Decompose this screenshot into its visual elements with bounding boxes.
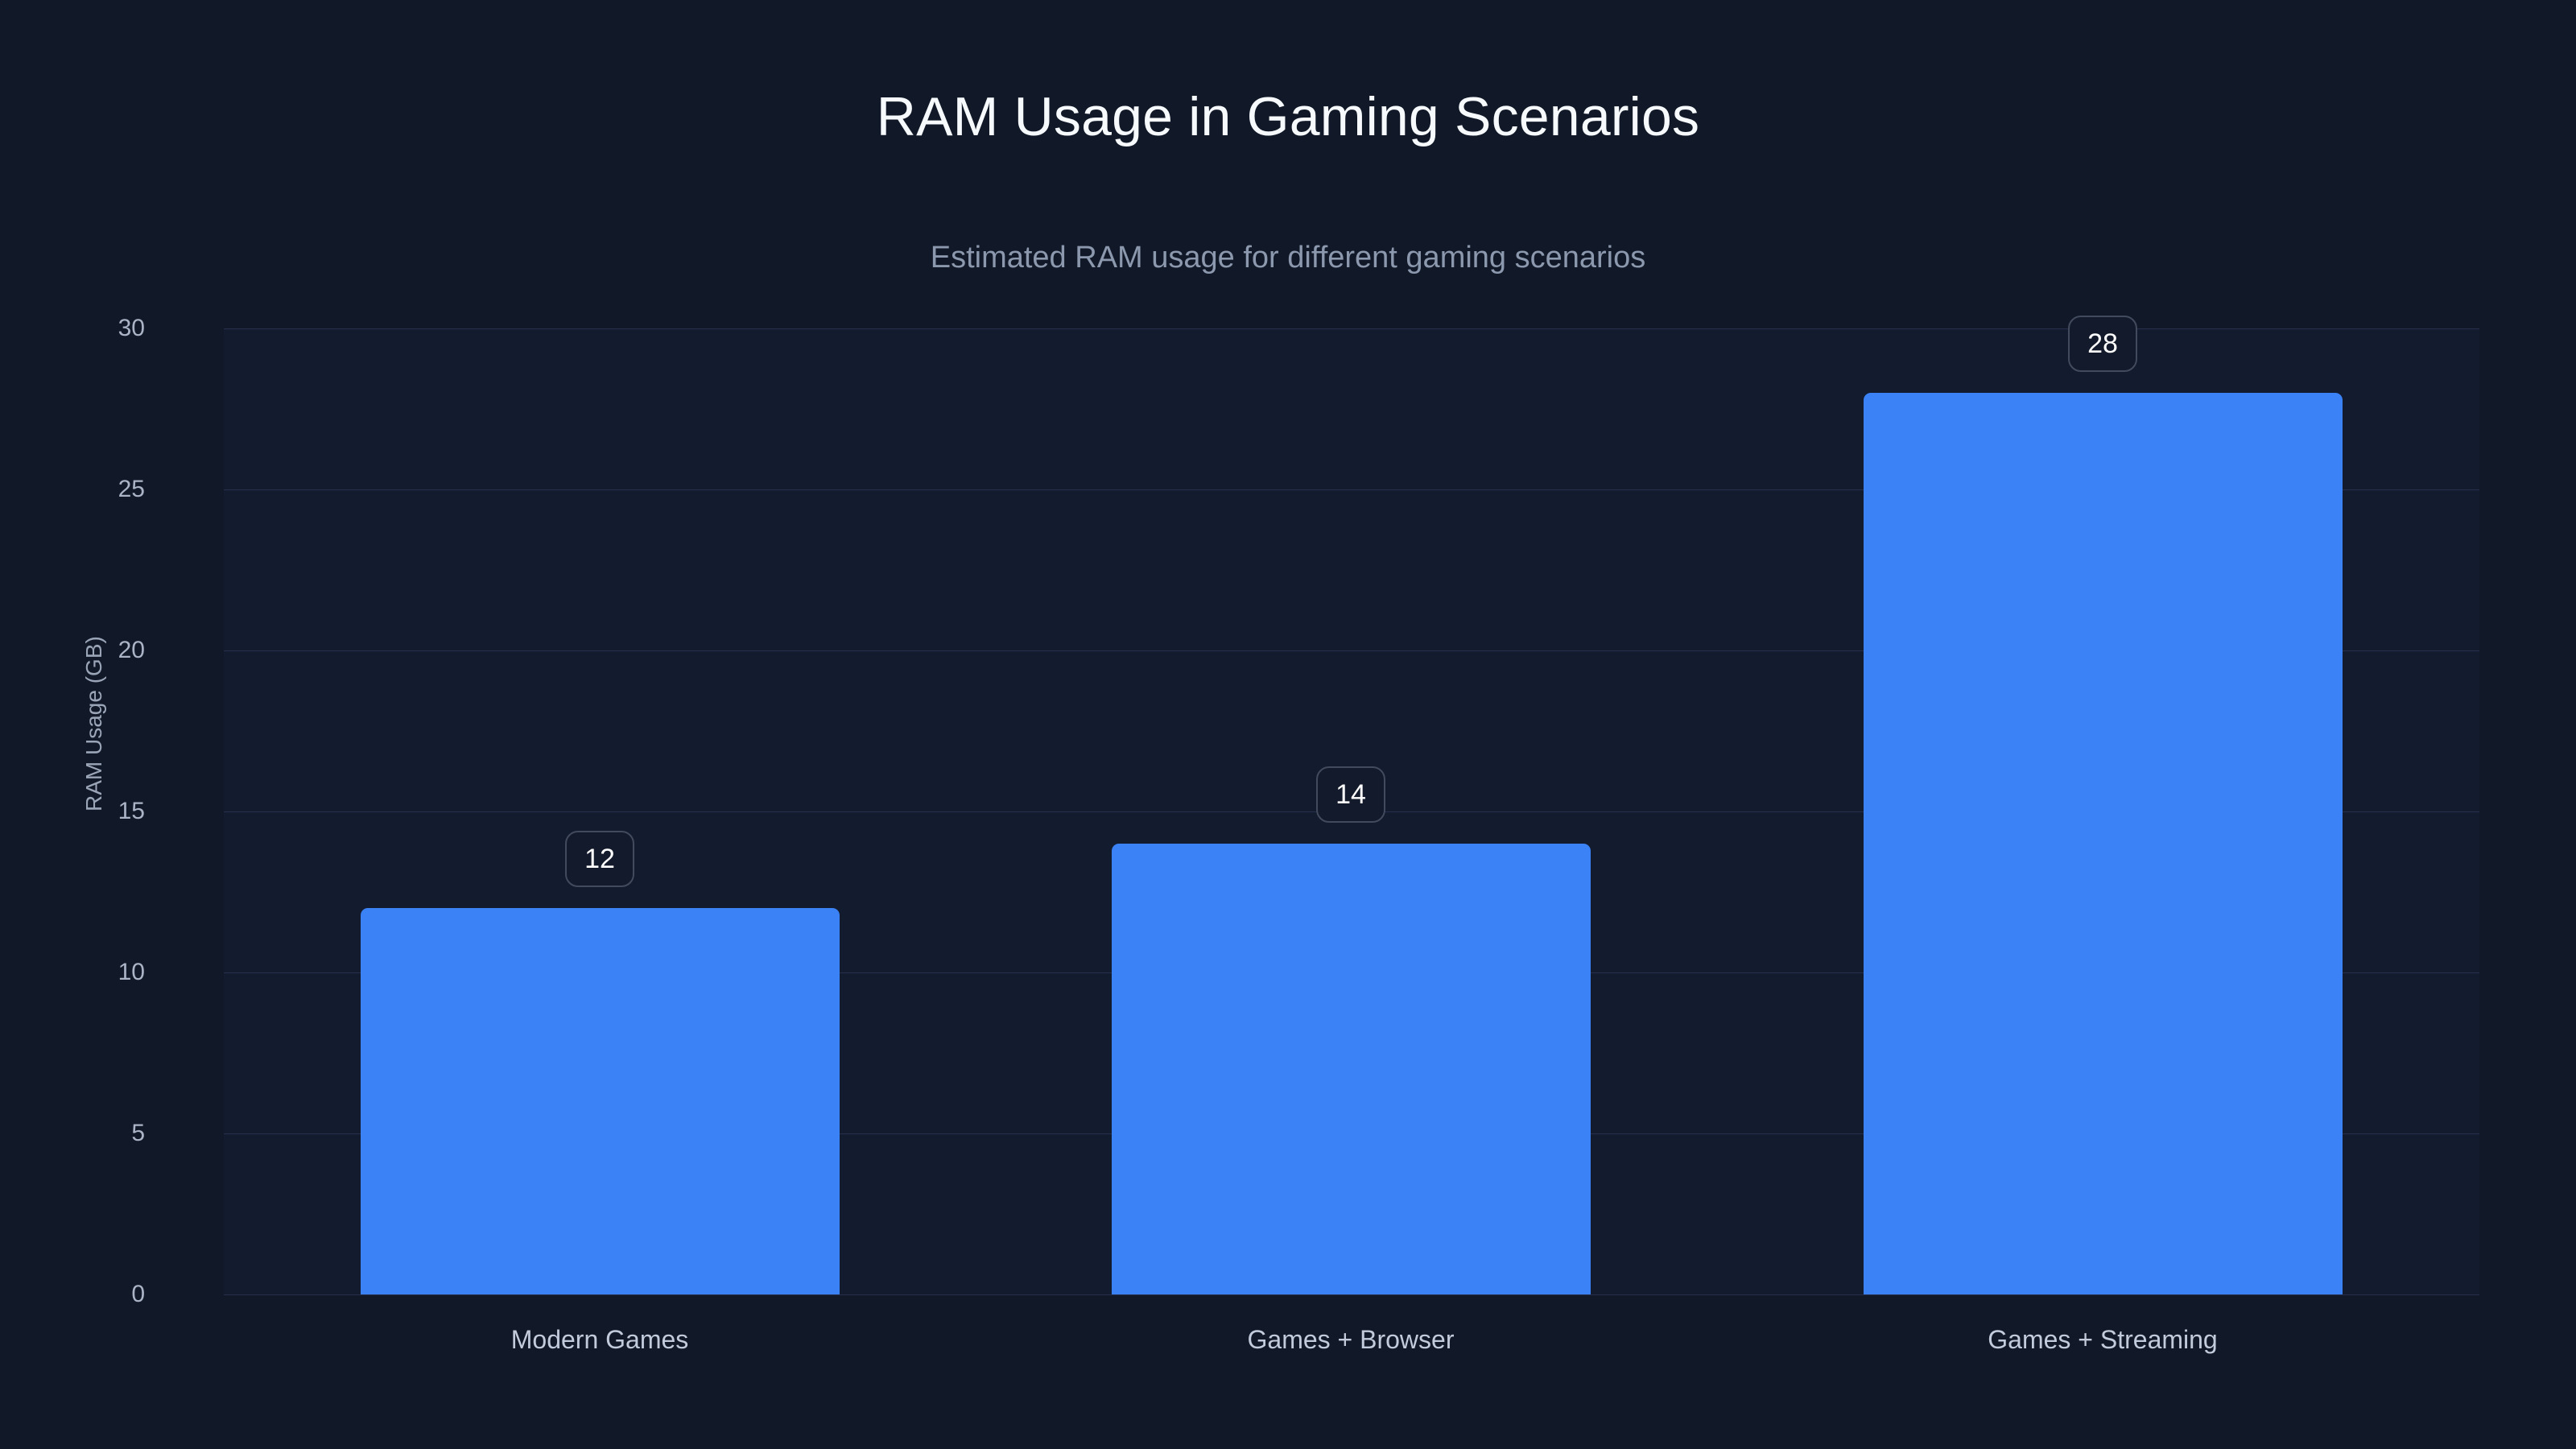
- bar-value-label: 14: [1316, 766, 1385, 823]
- bar-value-label: 28: [2068, 316, 2137, 372]
- y-axis-tick-label: 10: [118, 959, 145, 985]
- gridline: [224, 1133, 2479, 1134]
- chart-subtitle: Estimated RAM usage for different gaming…: [930, 241, 1646, 275]
- x-axis-tick-label: Games + Browser: [1247, 1325, 1455, 1354]
- y-axis-tick-label: 15: [118, 798, 145, 824]
- gridline: [224, 650, 2479, 651]
- y-axis-title: RAM Usage (GB): [81, 636, 106, 811]
- gridline: [224, 489, 2479, 490]
- y-axis-tick-label: 25: [118, 476, 145, 502]
- y-axis-tick-label: 5: [131, 1120, 145, 1146]
- bar-value-label: 12: [565, 831, 634, 887]
- x-axis-tick-label: Modern Games: [510, 1325, 689, 1354]
- gridline: [224, 328, 2479, 329]
- x-axis-tick-label: Games + Streaming: [1988, 1325, 2218, 1354]
- gridline: [224, 1294, 2479, 1295]
- gridline: [224, 972, 2479, 973]
- y-axis-tick-label: 0: [131, 1281, 145, 1307]
- y-axis-tick-label: 20: [118, 637, 145, 663]
- y-axis-tick-label: 30: [118, 315, 145, 341]
- chart-title: RAM Usage in Gaming Scenarios: [876, 86, 1700, 147]
